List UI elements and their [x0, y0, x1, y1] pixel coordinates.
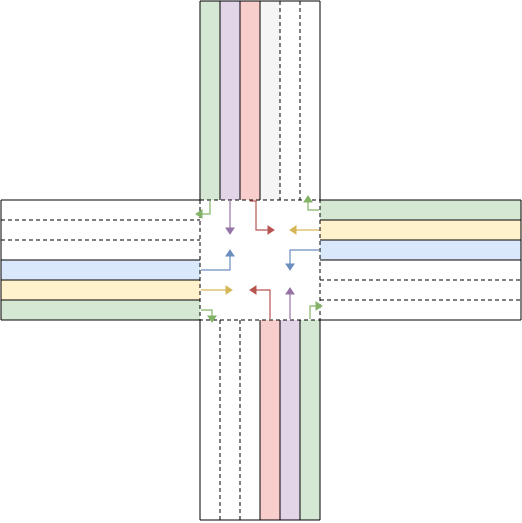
south-lane-4 [260, 320, 280, 520]
east-lane-5 [320, 280, 521, 300]
south-lane-3 [240, 320, 260, 520]
east-through-arrowhead [289, 225, 297, 235]
south-lane-6 [300, 320, 320, 520]
west-through-arrowhead [225, 285, 233, 295]
north-lane-4 [260, 1, 280, 200]
south-left-turn-arrow [249, 285, 271, 319]
intersection-box [199, 199, 321, 321]
west-through-arrow [201, 285, 233, 295]
south-left-turn-arrowhead [249, 285, 257, 295]
north-left-turn-path [250, 200, 268, 231]
north-lane-6 [300, 1, 320, 200]
west-left-turn-arrowhead [225, 249, 235, 257]
west-left-turn-path [201, 256, 231, 271]
east-lane-4 [320, 260, 521, 280]
west-lane-2 [1, 220, 200, 240]
north-through-arrowhead [225, 227, 235, 235]
south-lane-2 [220, 320, 240, 520]
east-lane-3 [320, 240, 521, 260]
south-lane-1 [200, 320, 220, 520]
west-lane-6 [1, 300, 200, 320]
north-right-turn-path [202, 201, 211, 215]
west-right-turn-arrowhead [207, 315, 217, 323]
west-right-turn-path [201, 309, 213, 316]
west-lane-1 [1, 200, 200, 220]
north-left-turn-arrow [250, 200, 275, 235]
south-left-turn-path [256, 289, 271, 319]
west-lane-3 [1, 240, 200, 260]
north-right-turn-arrowhead [195, 209, 203, 219]
north-right-turn-arrow [195, 201, 211, 219]
arrows-layer [195, 195, 323, 323]
south-right-turn-arrow [309, 301, 323, 319]
east-lane-2 [320, 220, 521, 240]
north-lane-3 [240, 1, 260, 200]
south-right-turn-arrowhead [315, 301, 323, 311]
west-right-turn-arrow [201, 309, 217, 323]
west-lane-5 [1, 280, 200, 300]
east-left-turn-arrowhead [285, 263, 295, 271]
east-left-turn-arrow [285, 249, 319, 271]
south-lane-5 [280, 320, 300, 520]
west-left-turn-arrow [201, 249, 235, 271]
south-through-arrow [285, 287, 295, 319]
east-right-turn-path [307, 202, 319, 211]
east-lane-6 [320, 300, 521, 320]
east-right-turn-arrowhead [303, 195, 313, 203]
north-left-turn-arrowhead [267, 225, 275, 235]
north-through-arrow [225, 201, 235, 235]
south-right-turn-path [309, 305, 316, 319]
north-lane-1 [200, 1, 220, 200]
north-lane-2 [220, 1, 240, 200]
south-through-arrowhead [285, 287, 295, 295]
east-left-turn-path [289, 249, 319, 264]
east-through-arrow [289, 225, 319, 235]
east-right-turn-arrow [303, 195, 319, 211]
north-lane-5 [280, 1, 300, 200]
east-lane-1 [320, 200, 521, 220]
west-lane-4 [1, 260, 200, 280]
